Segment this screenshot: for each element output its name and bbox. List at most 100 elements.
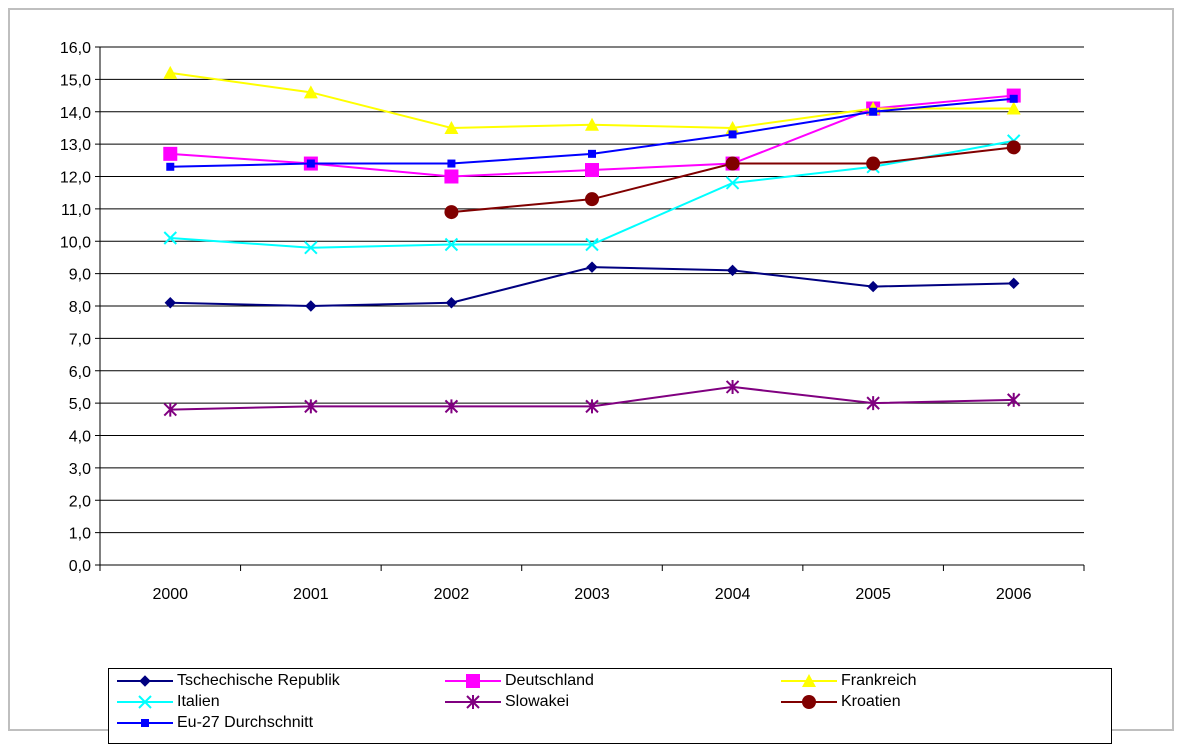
legend-item: Slowakei [443, 693, 569, 711]
data-point [444, 169, 459, 184]
data-point [444, 205, 459, 220]
data-point [866, 156, 881, 171]
legend-label: Frankreich [841, 672, 917, 689]
data-point [866, 396, 880, 411]
data-point [444, 120, 459, 134]
data-point [444, 237, 459, 252]
y-tick-label: 8,0 [69, 299, 91, 316]
y-tick-label: 5,0 [69, 396, 91, 413]
y-tick-label: 4,0 [69, 429, 91, 446]
data-point [1006, 101, 1021, 115]
legend: Tschechische Republik Deutschland Frankrei… [108, 668, 1112, 744]
legend-label: Kroatien [841, 693, 901, 710]
y-tick-label: 11,0 [61, 202, 91, 219]
x-tick-label: 2006 [996, 586, 1032, 603]
legend-marker [141, 719, 149, 727]
legend-swatch [117, 719, 173, 727]
legend-marker [466, 695, 480, 709]
data-point [585, 163, 599, 178]
legend-label: Slowakei [505, 693, 570, 710]
data-point [585, 237, 599, 252]
y-tick-label: 13,0 [60, 137, 91, 154]
legend-label: Deutschland [505, 672, 594, 689]
legend-marker [139, 675, 151, 687]
x-tick-label: 2001 [293, 586, 329, 603]
data-point [306, 159, 315, 168]
data-point [726, 264, 739, 277]
y-tick-label: 15,0 [60, 72, 91, 89]
legend-swatch [445, 695, 501, 709]
legend-marker [802, 695, 816, 709]
data-point [728, 130, 737, 139]
data-point [163, 402, 177, 417]
series-0 [164, 261, 1020, 312]
data-point [1008, 277, 1020, 290]
legend-marker [802, 674, 816, 687]
legend-item: Frankreich [779, 672, 917, 690]
x-tick-label: 2002 [434, 586, 470, 603]
data-point [1009, 94, 1018, 103]
legend-marker [466, 674, 480, 688]
series-1 [163, 88, 1021, 184]
data-point [304, 241, 318, 255]
x-tick-label: 2000 [152, 586, 188, 603]
y-tick-label: 12,0 [60, 170, 91, 187]
data-point [163, 65, 178, 79]
data-point [588, 149, 596, 158]
legend-label: Tschechische Republik [177, 672, 340, 689]
legend-swatch [781, 674, 837, 687]
legend-label: Italien [177, 693, 220, 710]
legend-swatch [781, 695, 837, 709]
legend-label: Eu-27 Durchschnitt [177, 714, 314, 731]
data-point [305, 300, 317, 312]
series-6 [166, 94, 1018, 171]
series-line [170, 266, 1014, 308]
y-tick-label: 0,0 [69, 558, 91, 575]
y-tick-label: 7,0 [69, 331, 91, 348]
legend-item: Kroatien [779, 693, 901, 711]
data-point [164, 297, 176, 309]
y-tick-label: 10,0 [60, 234, 91, 251]
data-point [445, 297, 458, 309]
data-point [447, 159, 456, 168]
y-tick-label: 14,0 [60, 105, 91, 122]
data-point [585, 192, 599, 207]
x-tick-label: 2005 [855, 586, 891, 603]
data-point [725, 176, 740, 190]
line-chart: 0,0 1,0 2,0 3,0 4,0 5,0 6,0 7,0 8,0 9,0 10,0 11,0 12… [60, 40, 1085, 603]
y-tick-label: 6,0 [69, 364, 91, 381]
y-tick-label: 9,0 [69, 267, 91, 284]
y-tick-label: 1,0 [69, 526, 91, 543]
series-2 [163, 65, 1021, 134]
data-point [166, 162, 175, 171]
legend-marker [138, 695, 152, 709]
legend-swatch [117, 675, 173, 687]
data-point [867, 280, 879, 293]
data-point [303, 85, 318, 99]
legend-item: Deutschland [443, 672, 594, 690]
series-5 [444, 140, 1021, 220]
data-point [1006, 140, 1021, 155]
data-point [304, 399, 318, 414]
y-tick-label: 16,0 [60, 40, 91, 57]
data-point [725, 379, 740, 394]
legend-swatch [445, 674, 501, 688]
legend-swatch [117, 695, 173, 709]
data-point [586, 261, 598, 273]
data-point [725, 156, 740, 171]
legend-item: Tschechische Republik [115, 672, 340, 690]
data-point [163, 231, 177, 245]
data-point [163, 146, 178, 161]
legend-item: Eu-27 Durchschnitt [115, 714, 313, 732]
y-tick-label: 2,0 [69, 493, 91, 510]
data-point [585, 399, 599, 414]
data-point [869, 107, 878, 116]
x-tick-label: 2003 [574, 586, 610, 603]
chart-frame: 0,0 1,0 2,0 3,0 4,0 5,0 6,0 7,0 8,0 9,0 10,0 11,0 12… [8, 8, 1174, 744]
data-point [585, 117, 599, 131]
data-point [444, 399, 459, 414]
x-tick-label: 2004 [715, 586, 751, 603]
legend-item: Italien [115, 693, 220, 711]
series-4 [163, 379, 1021, 417]
data-point [1007, 392, 1021, 407]
